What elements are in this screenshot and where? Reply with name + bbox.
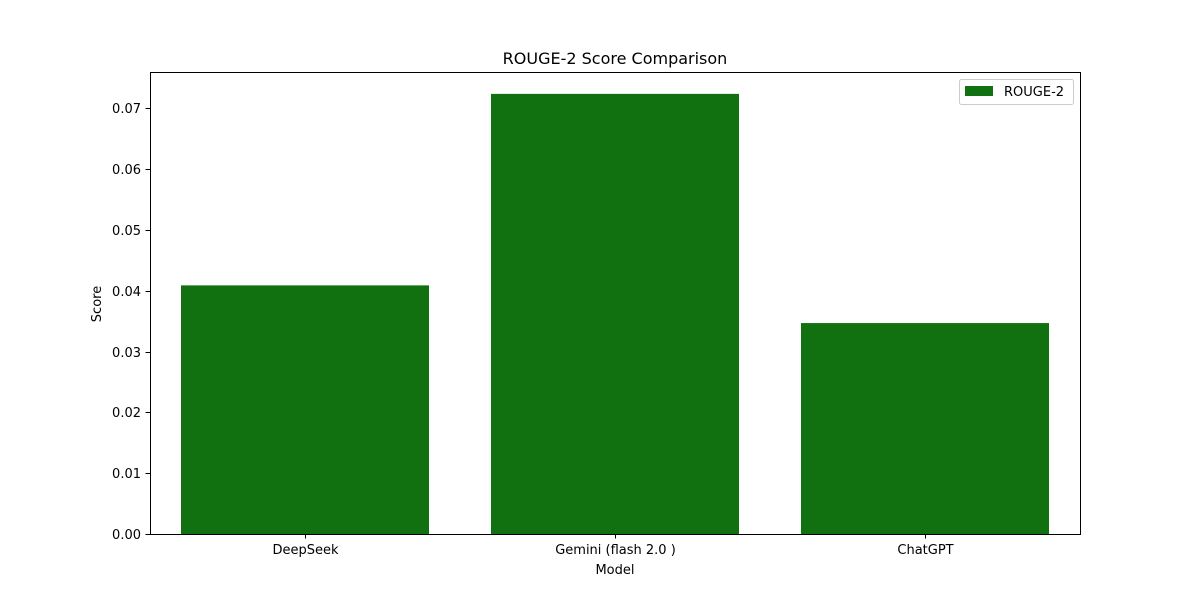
x-axis-ticks: DeepSeek Gemini (flash 2.0 ) ChatGPT [272,534,954,558]
legend-label: ROUGE-2 [1004,85,1064,100]
y-tick-label: 0.07 [112,102,141,117]
bar-chatgpt [801,323,1049,534]
y-axis-label: Score [90,286,105,322]
y-axis-ticks: 0.00 0.01 0.02 0.03 0.04 0.05 0.06 0.07 [112,102,151,543]
x-axis-label: Model [595,563,634,578]
y-tick-label: 0.05 [112,224,141,239]
chart-title: ROUGE-2 Score Comparison [503,49,728,68]
y-tick-label: 0.04 [112,285,141,300]
x-tick-label: ChatGPT [897,543,953,558]
y-tick-label: 0.06 [112,163,141,178]
y-tick-label: 0.02 [112,406,141,421]
bar-gemini-flash-2-0 [491,93,739,534]
y-tick-label: 0.00 [112,528,141,543]
x-tick-label: DeepSeek [272,543,339,558]
y-tick-label: 0.03 [112,346,141,361]
legend-frame [959,79,1074,105]
legend-swatch [965,86,993,96]
bars-layer [181,93,1049,534]
x-tick-label: Gemini (flash 2.0 ) [555,543,676,558]
bar-deepseek [181,285,429,534]
legend: ROUGE-2 [959,79,1074,105]
y-tick-label: 0.01 [112,467,141,482]
